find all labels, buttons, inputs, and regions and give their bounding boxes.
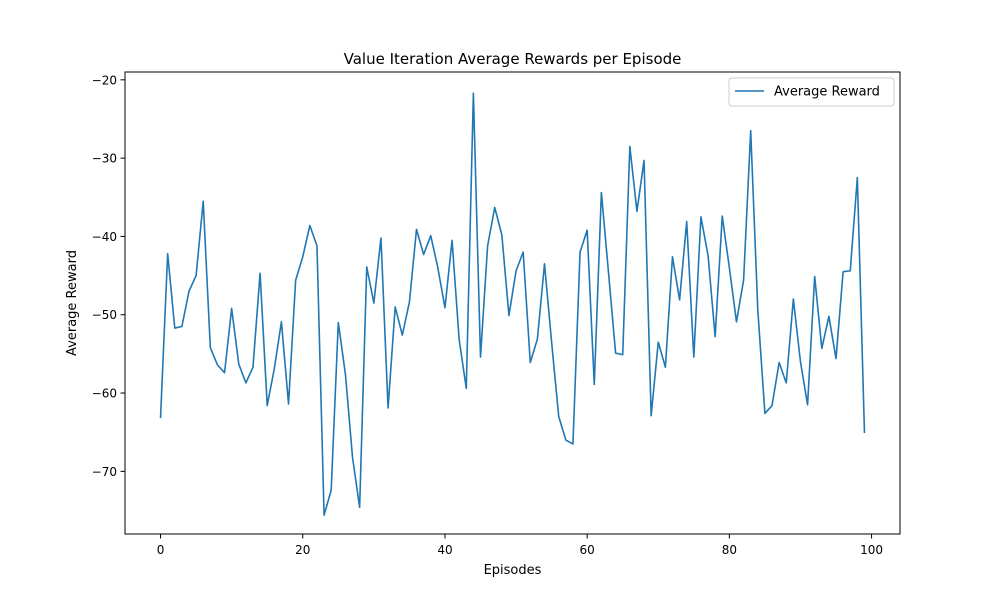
y-axis-ticks: −70 −60 −50 −40 −30 −20 [92, 73, 125, 479]
legend-label: Average Reward [774, 85, 880, 100]
x-tick-label: 80 [722, 543, 737, 557]
x-axis-ticks: 0 20 40 60 80 100 [157, 534, 883, 557]
y-tick-label: −40 [92, 230, 117, 244]
series-layer [159, 92, 866, 517]
chart-title: Value Iteration Average Rewards per Epis… [344, 50, 682, 68]
x-axis-label: Episodes [484, 563, 542, 578]
x-tick-label: 40 [437, 543, 452, 557]
plot-frame [124, 71, 901, 535]
x-tick-label: 0 [157, 543, 165, 557]
x-tick-label: 100 [860, 543, 883, 557]
legend-box [728, 77, 895, 107]
x-tick-label: 60 [580, 543, 595, 557]
y-tick-label: −50 [92, 308, 117, 322]
y-tick-label: −70 [92, 465, 117, 479]
series-line-0 [159, 92, 866, 517]
y-tick-label: −20 [92, 73, 117, 87]
y-tick-label: −30 [92, 152, 117, 166]
y-tick-label: −60 [92, 387, 117, 401]
legend: Average Reward [728, 77, 895, 107]
plot-area [124, 71, 901, 535]
x-tick-label: 20 [295, 543, 310, 557]
y-axis-label: Average Reward [65, 250, 80, 356]
